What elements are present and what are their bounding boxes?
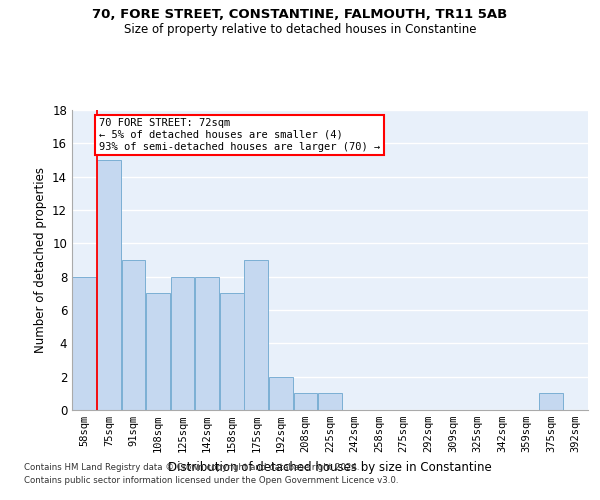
Bar: [170, 276, 194, 410]
Text: 70 FORE STREET: 72sqm
← 5% of detached houses are smaller (4)
93% of semi-detach: 70 FORE STREET: 72sqm ← 5% of detached h…: [99, 118, 380, 152]
Bar: [269, 376, 293, 410]
Y-axis label: Number of detached properties: Number of detached properties: [34, 167, 47, 353]
X-axis label: Distribution of detached houses by size in Constantine: Distribution of detached houses by size …: [168, 460, 492, 473]
Bar: [244, 260, 268, 410]
Text: Contains public sector information licensed under the Open Government Licence v3: Contains public sector information licen…: [24, 476, 398, 485]
Bar: [220, 294, 244, 410]
Bar: [73, 276, 96, 410]
Bar: [293, 394, 317, 410]
Bar: [122, 260, 145, 410]
Bar: [318, 394, 342, 410]
Bar: [539, 394, 563, 410]
Text: Size of property relative to detached houses in Constantine: Size of property relative to detached ho…: [124, 22, 476, 36]
Bar: [195, 276, 219, 410]
Bar: [97, 160, 121, 410]
Bar: [146, 294, 170, 410]
Text: 70, FORE STREET, CONSTANTINE, FALMOUTH, TR11 5AB: 70, FORE STREET, CONSTANTINE, FALMOUTH, …: [92, 8, 508, 20]
Text: Contains HM Land Registry data © Crown copyright and database right 2024.: Contains HM Land Registry data © Crown c…: [24, 464, 359, 472]
